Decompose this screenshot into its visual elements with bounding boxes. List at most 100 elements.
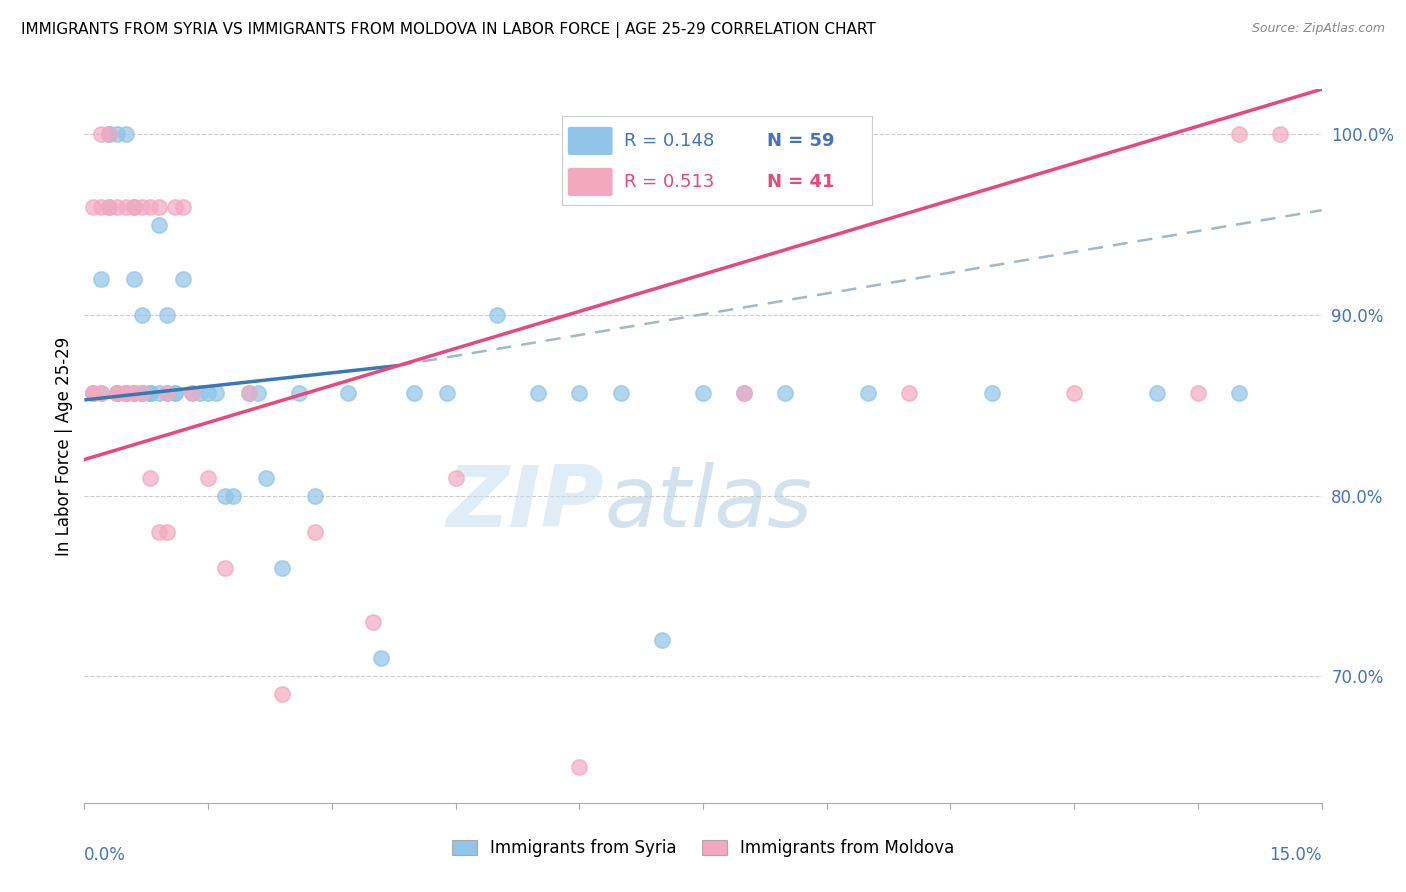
Point bbox=[114, 385, 136, 400]
Point bbox=[90, 128, 112, 142]
Point bbox=[1270, 128, 1292, 142]
Point bbox=[733, 385, 755, 400]
Y-axis label: In Labor Force | Age 25-29: In Labor Force | Age 25-29 bbox=[55, 336, 73, 556]
Point bbox=[609, 385, 631, 400]
Point bbox=[122, 200, 145, 214]
Point bbox=[404, 385, 426, 400]
Point bbox=[1146, 385, 1168, 400]
Point bbox=[156, 385, 179, 400]
Point bbox=[238, 385, 260, 400]
Point bbox=[82, 385, 104, 400]
Point bbox=[105, 385, 128, 400]
Point bbox=[856, 385, 879, 400]
Point bbox=[1227, 385, 1250, 400]
Point bbox=[114, 385, 136, 400]
Text: IMMIGRANTS FROM SYRIA VS IMMIGRANTS FROM MOLDOVA IN LABOR FORCE | AGE 25-29 CORR: IMMIGRANTS FROM SYRIA VS IMMIGRANTS FROM… bbox=[21, 22, 876, 38]
Point bbox=[205, 385, 228, 400]
Point bbox=[165, 200, 187, 214]
Point bbox=[180, 385, 202, 400]
Text: Source: ZipAtlas.com: Source: ZipAtlas.com bbox=[1251, 22, 1385, 36]
Point bbox=[114, 200, 136, 214]
Point bbox=[131, 385, 153, 400]
Point bbox=[436, 385, 458, 400]
Point bbox=[197, 470, 219, 484]
Point bbox=[148, 524, 170, 539]
Point bbox=[131, 385, 153, 400]
Point bbox=[148, 200, 170, 214]
Point bbox=[131, 308, 153, 322]
Point bbox=[90, 200, 112, 214]
Point bbox=[172, 272, 194, 286]
Point bbox=[980, 385, 1002, 400]
Point bbox=[775, 385, 797, 400]
Legend: Immigrants from Syria, Immigrants from Moldova: Immigrants from Syria, Immigrants from M… bbox=[443, 831, 963, 866]
Text: 15.0%: 15.0% bbox=[1270, 846, 1322, 863]
Point bbox=[304, 489, 326, 503]
Point bbox=[288, 385, 311, 400]
Point bbox=[651, 633, 673, 648]
Point bbox=[238, 385, 260, 400]
Point bbox=[139, 470, 162, 484]
Text: R = 0.148: R = 0.148 bbox=[624, 132, 714, 150]
Point bbox=[105, 200, 128, 214]
Point bbox=[304, 524, 326, 539]
Point bbox=[131, 385, 153, 400]
Point bbox=[114, 385, 136, 400]
Text: 0.0%: 0.0% bbox=[84, 846, 127, 863]
Text: ZIP: ZIP bbox=[446, 461, 605, 545]
Point bbox=[165, 385, 187, 400]
Point bbox=[156, 524, 179, 539]
Point bbox=[114, 385, 136, 400]
Point bbox=[90, 385, 112, 400]
Point bbox=[156, 385, 179, 400]
Point bbox=[105, 385, 128, 400]
Text: N = 41: N = 41 bbox=[766, 173, 834, 191]
Point bbox=[254, 470, 277, 484]
Point bbox=[733, 385, 755, 400]
Point bbox=[98, 128, 121, 142]
Point bbox=[139, 385, 162, 400]
Point bbox=[444, 470, 467, 484]
Point bbox=[105, 128, 128, 142]
Point bbox=[692, 385, 714, 400]
Point bbox=[139, 200, 162, 214]
Point bbox=[90, 272, 112, 286]
Point bbox=[1227, 128, 1250, 142]
Point bbox=[180, 385, 202, 400]
Point bbox=[90, 385, 112, 400]
Point bbox=[337, 385, 360, 400]
Point bbox=[122, 385, 145, 400]
Point bbox=[131, 385, 153, 400]
Point bbox=[122, 385, 145, 400]
Point bbox=[82, 385, 104, 400]
Text: N = 59: N = 59 bbox=[766, 132, 834, 150]
Point bbox=[148, 385, 170, 400]
Point bbox=[271, 687, 294, 701]
Point bbox=[82, 200, 104, 214]
Point bbox=[122, 200, 145, 214]
Text: atlas: atlas bbox=[605, 461, 813, 545]
Point bbox=[82, 385, 104, 400]
Point bbox=[98, 200, 121, 214]
Point bbox=[246, 385, 269, 400]
Point bbox=[122, 272, 145, 286]
Point bbox=[361, 615, 384, 629]
Point bbox=[1187, 385, 1209, 400]
Point bbox=[214, 489, 236, 503]
FancyBboxPatch shape bbox=[568, 169, 612, 195]
Point bbox=[485, 308, 508, 322]
Point bbox=[898, 385, 921, 400]
Point bbox=[1063, 385, 1085, 400]
Point bbox=[98, 128, 121, 142]
Point bbox=[131, 200, 153, 214]
Point bbox=[165, 385, 187, 400]
Point bbox=[114, 385, 136, 400]
Point bbox=[139, 385, 162, 400]
Point bbox=[172, 200, 194, 214]
Text: R = 0.513: R = 0.513 bbox=[624, 173, 714, 191]
Point bbox=[98, 200, 121, 214]
Point bbox=[156, 308, 179, 322]
Point bbox=[105, 385, 128, 400]
Point bbox=[568, 385, 591, 400]
Point bbox=[568, 759, 591, 773]
